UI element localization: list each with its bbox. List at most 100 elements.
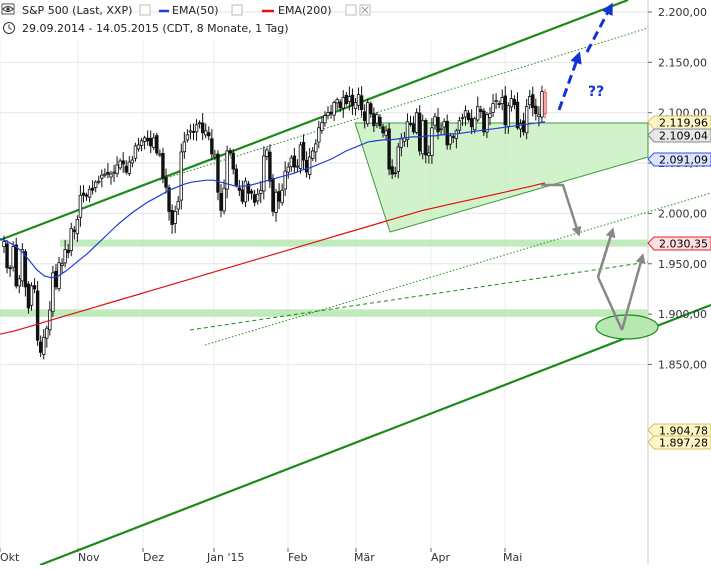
candle <box>323 111 327 127</box>
candle <box>197 120 202 129</box>
candle-body <box>332 102 336 116</box>
candle <box>463 105 468 126</box>
candle <box>476 96 480 123</box>
candle <box>283 161 287 196</box>
candle <box>390 159 394 180</box>
bull-arrow-1 <box>557 51 582 111</box>
candle <box>366 98 370 127</box>
ema50-settings-icon[interactable] <box>231 4 243 16</box>
candle-body <box>512 98 517 106</box>
candle <box>75 215 80 242</box>
candle-body <box>45 327 49 339</box>
candle-body <box>534 105 538 115</box>
candle <box>469 109 474 135</box>
candle-body <box>503 95 507 126</box>
candle <box>259 181 263 204</box>
candle <box>298 141 303 174</box>
candle-body <box>457 120 462 131</box>
eye-icon[interactable] <box>1 3 15 15</box>
candle-body <box>176 200 180 210</box>
candle <box>289 155 294 172</box>
close-icon[interactable] <box>359 4 371 16</box>
candle <box>408 115 413 127</box>
candle-body <box>152 137 156 148</box>
x-tick-label: Okt <box>0 551 20 564</box>
candle <box>5 239 9 274</box>
candle-body <box>100 174 104 179</box>
candle-body <box>454 130 459 139</box>
candle <box>393 166 397 178</box>
candle-body <box>121 160 125 165</box>
candle-body <box>521 120 526 133</box>
candle <box>243 177 248 208</box>
candle-body <box>81 192 86 196</box>
candle <box>66 244 70 259</box>
candle <box>531 86 535 117</box>
candle-body <box>234 168 238 186</box>
candle-body <box>405 121 410 140</box>
ema200-line <box>0 182 546 335</box>
candle <box>145 130 150 146</box>
candle-body <box>433 116 437 126</box>
candle <box>528 90 532 110</box>
candle <box>207 126 211 141</box>
candle <box>130 156 135 168</box>
ema200-settings-icon[interactable] <box>345 4 357 16</box>
triangle-pattern <box>354 122 649 233</box>
price-label: 2.030,35 <box>647 236 711 251</box>
candle <box>381 123 385 138</box>
candle <box>332 100 336 122</box>
candle-body <box>344 94 349 105</box>
candle-body <box>259 189 263 194</box>
candle <box>106 163 110 179</box>
candle-body <box>320 122 324 131</box>
candle <box>170 204 174 234</box>
candle <box>295 159 300 173</box>
candle <box>32 278 37 294</box>
candle <box>42 329 46 360</box>
candle <box>396 142 400 179</box>
candle <box>271 174 275 217</box>
candle-body <box>421 120 425 155</box>
candle <box>494 93 498 110</box>
candle-body <box>103 173 107 176</box>
candle-body <box>479 109 483 113</box>
candle-body <box>515 101 520 129</box>
candle <box>320 117 324 134</box>
candle <box>142 135 147 150</box>
x-tick-label: Feb <box>288 551 307 564</box>
candle <box>35 280 40 346</box>
candle-body <box>491 103 495 113</box>
ema200-legend-label: EMA(200) <box>278 4 332 17</box>
chart-header: S&P 500 (Last, XXP) EMA(50) EMA(200) 29.… <box>1 3 371 35</box>
x-tick-label: Dez <box>143 551 164 564</box>
candle-body <box>8 267 12 270</box>
candle <box>121 152 125 173</box>
candle-body <box>430 127 434 156</box>
candle <box>124 160 128 175</box>
candle-body <box>381 126 385 134</box>
candle-body <box>384 130 388 136</box>
candle <box>311 146 315 161</box>
candle-body <box>240 189 245 202</box>
candle-body <box>393 172 397 175</box>
candle <box>118 158 122 171</box>
candle <box>503 86 507 134</box>
price-labels: 2.119,962.109,04 2.091,09 2.030,35 1.904,78… <box>647 115 711 450</box>
candle <box>442 118 446 136</box>
candle <box>433 112 437 130</box>
candle-body <box>531 94 535 109</box>
candle-body <box>347 96 352 102</box>
candle-body <box>200 122 205 134</box>
candle-body <box>23 251 28 288</box>
title-settings-icon[interactable] <box>139 4 151 16</box>
candle-body <box>51 272 55 313</box>
candle-body <box>341 97 345 109</box>
candle-body <box>537 114 541 117</box>
candle-body <box>213 154 217 158</box>
candle-body <box>69 228 73 252</box>
candle-body <box>139 140 144 146</box>
candle-body <box>182 141 187 153</box>
candle <box>500 89 504 111</box>
